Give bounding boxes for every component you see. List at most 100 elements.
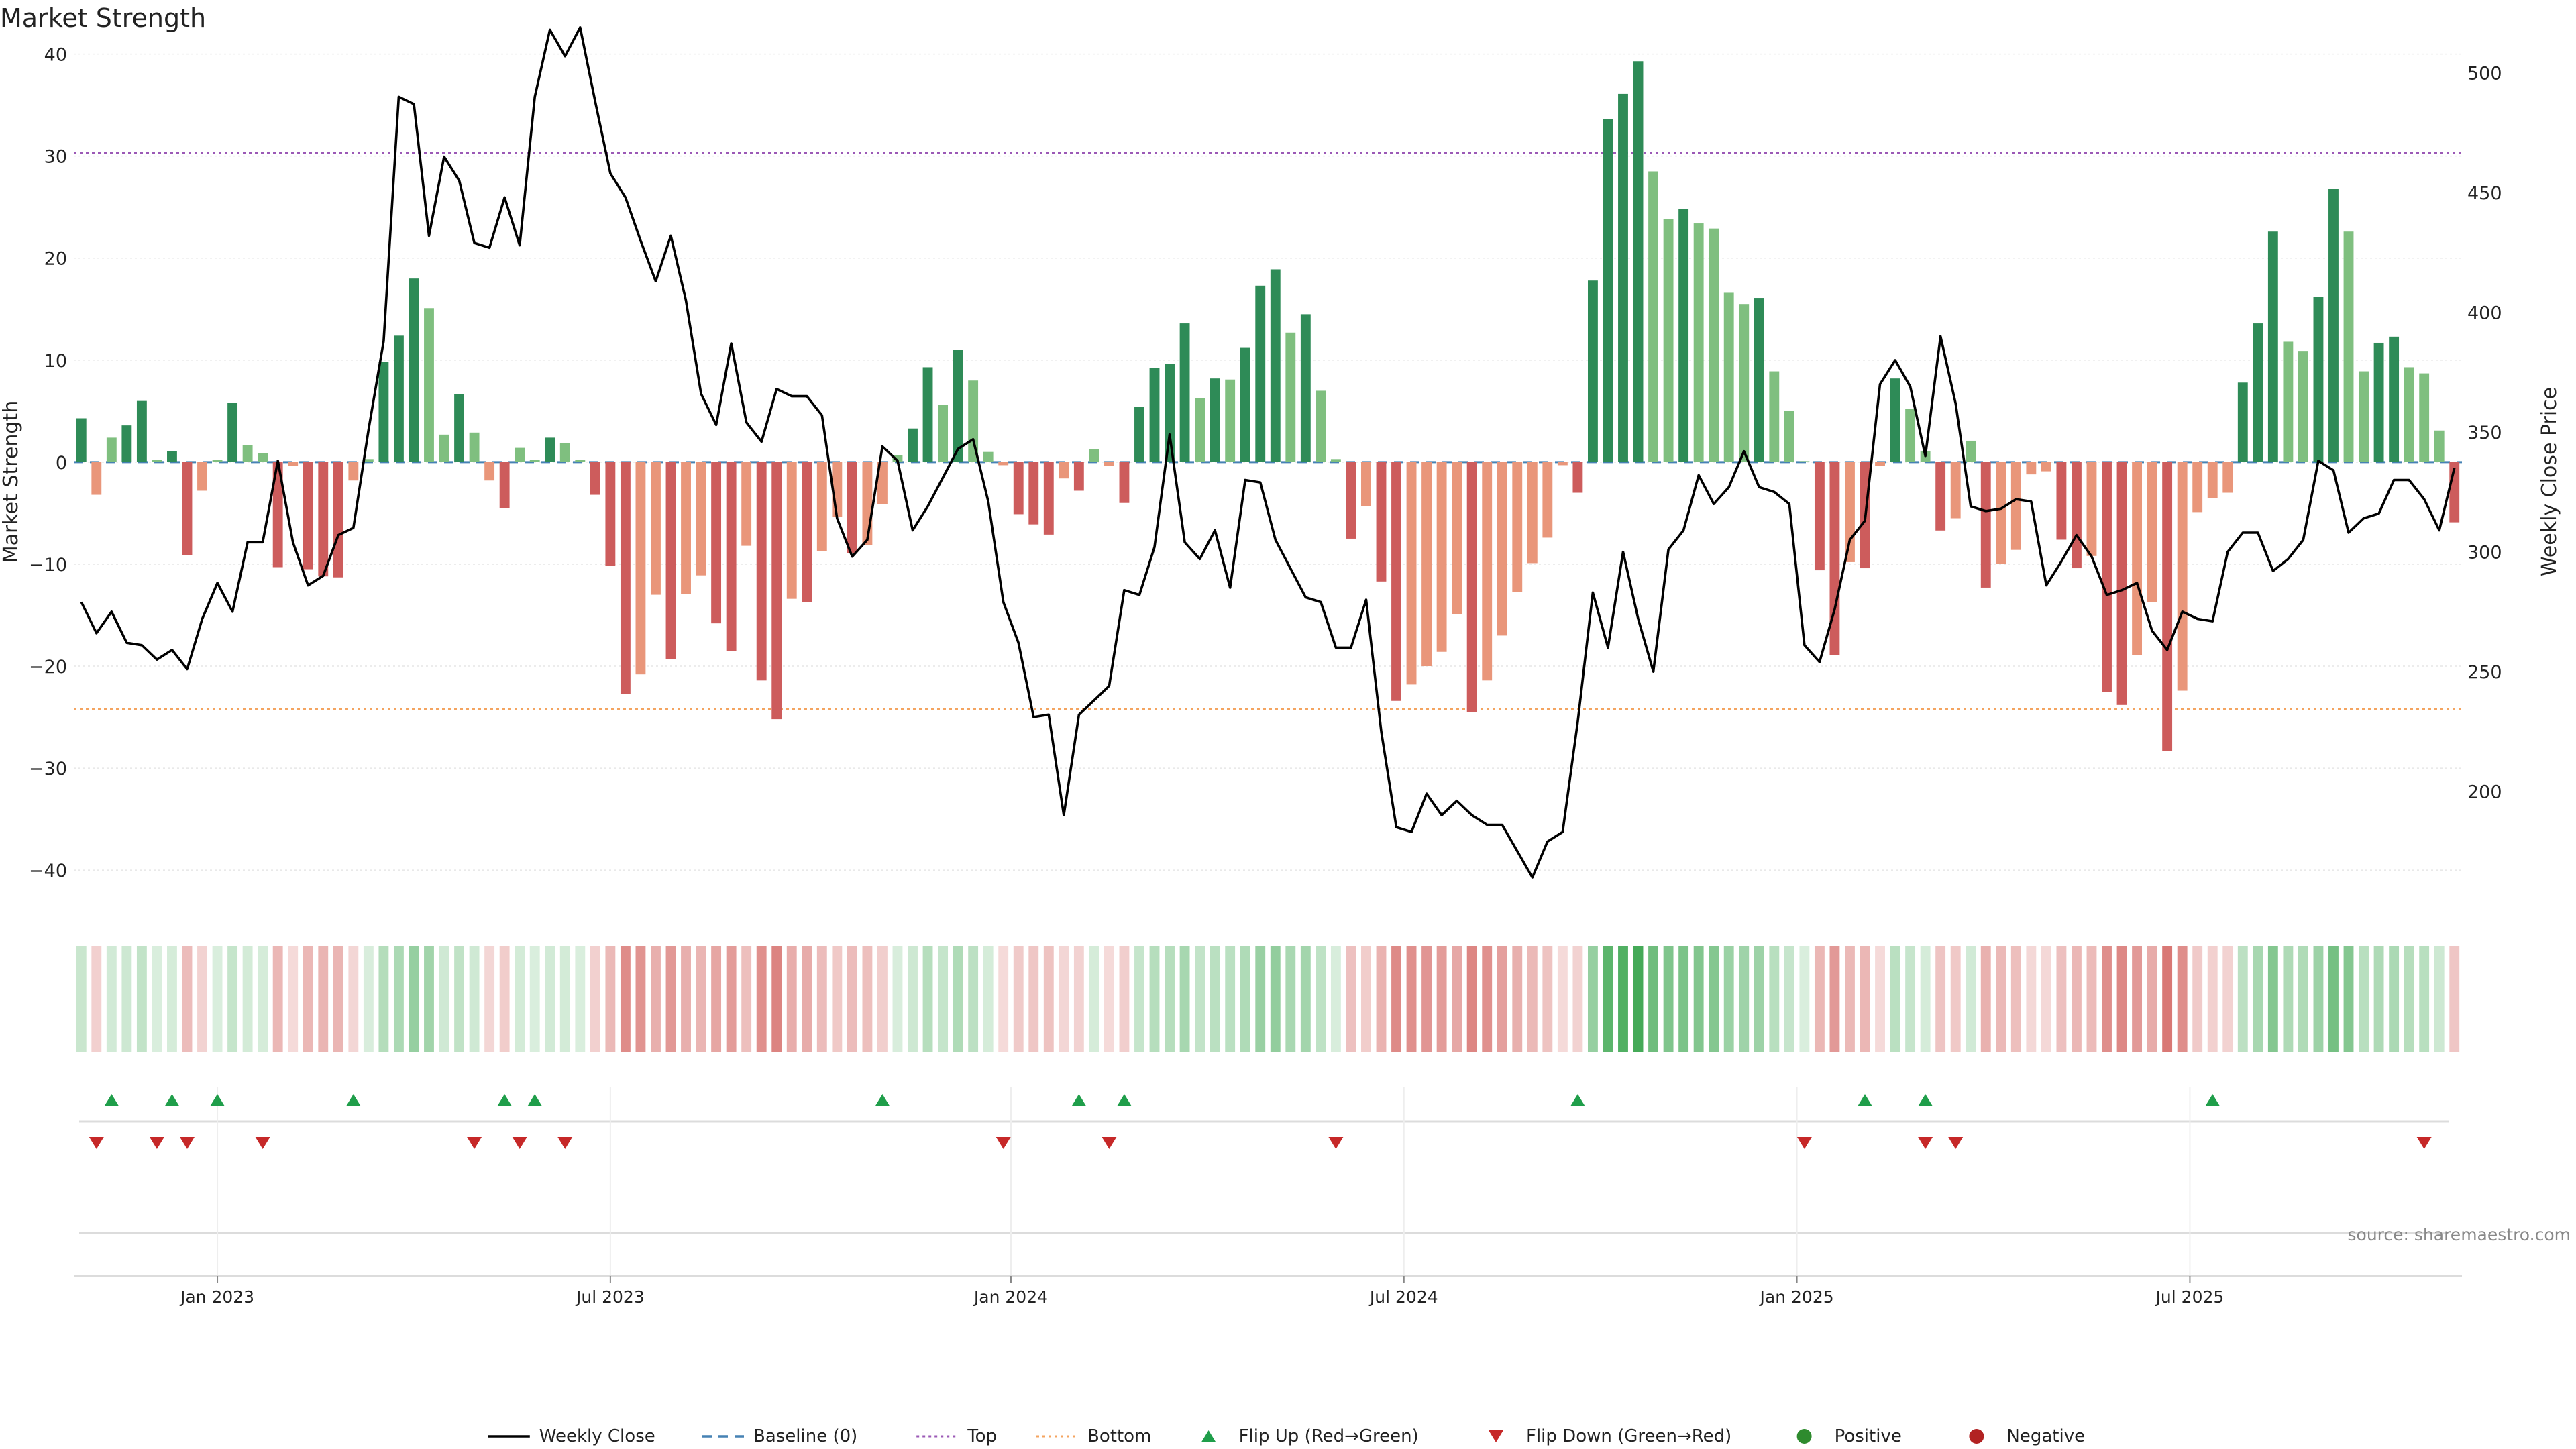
strength-bar <box>363 459 374 462</box>
flip-up-marker <box>1071 1094 1087 1106</box>
heat-cell <box>424 946 434 1052</box>
heat-cell <box>998 946 1009 1052</box>
strength-bar <box>1134 407 1144 462</box>
strength-bar <box>152 460 162 462</box>
heat-cell <box>968 946 979 1052</box>
y2-tick-label: 400 <box>2467 303 2502 324</box>
strength-bar <box>1754 298 1764 462</box>
heat-cell <box>2389 946 2400 1052</box>
strength-bar <box>1845 462 1855 562</box>
y-tick-label: −30 <box>29 759 67 780</box>
heat-cell <box>1920 946 1931 1052</box>
y-tick-label: 40 <box>44 45 67 66</box>
strength-bar <box>1089 449 1099 462</box>
heat-cell <box>2056 946 2067 1052</box>
legend-circle-icon <box>1969 1429 1984 1444</box>
heat-cell <box>696 946 706 1052</box>
heat-cell <box>1285 946 1296 1052</box>
heat-cell <box>892 946 903 1052</box>
chart-title: Market Strength <box>0 3 206 33</box>
strength-bar <box>2373 342 2384 462</box>
strength-bar <box>197 462 207 491</box>
heat-cell <box>2132 946 2143 1052</box>
heat-cell <box>1104 946 1114 1052</box>
y2-tick-label: 300 <box>2467 543 2502 564</box>
strength-bar <box>76 418 87 462</box>
heat-cell <box>258 946 268 1052</box>
strength-bar <box>2253 323 2263 462</box>
heat-cell <box>1754 946 1764 1052</box>
heat-cell <box>363 946 374 1052</box>
strength-bar <box>1436 462 1447 652</box>
strength-bar <box>2404 367 2414 462</box>
flip-down-marker <box>512 1137 527 1149</box>
x-tick-label: Jul 2024 <box>1368 1287 1438 1307</box>
flip-down-marker <box>557 1137 573 1149</box>
legend-label: Baseline (0) <box>753 1426 857 1446</box>
heat-cell <box>1829 946 1840 1052</box>
flip-down-marker <box>467 1137 482 1149</box>
heat-cell <box>333 946 343 1052</box>
heat-cell <box>1693 946 1704 1052</box>
heat-cell <box>559 946 570 1052</box>
strength-bar <box>227 402 238 462</box>
flip-up-marker <box>497 1094 513 1106</box>
heat-cell <box>832 946 843 1052</box>
strength-bar <box>1179 323 1190 462</box>
flip-signal-panel <box>74 1087 2462 1277</box>
heat-cell <box>575 946 586 1052</box>
strength-bar <box>1104 462 1114 466</box>
strength-bar <box>515 447 525 462</box>
strength-bar <box>1723 292 1734 462</box>
strength-bar <box>953 350 963 462</box>
strength-bar <box>1980 462 1991 588</box>
heat-cell <box>681 946 691 1052</box>
heat-cell <box>1618 946 1628 1052</box>
strength-bar <box>1678 209 1689 462</box>
strength-bar <box>1648 171 1658 462</box>
heat-cell <box>2449 946 2460 1052</box>
heat-cell <box>1225 946 1236 1052</box>
strength-bars <box>76 61 2460 751</box>
strength-bar <box>2298 351 2308 462</box>
strength-bar <box>529 460 540 462</box>
y-tick-label: −10 <box>29 555 67 576</box>
heat-cell <box>2298 946 2308 1052</box>
strength-bar <box>1270 269 1281 462</box>
heat-cell <box>393 946 404 1052</box>
strength-bar <box>1119 462 1130 503</box>
heat-cell <box>1814 946 1825 1052</box>
flip-up-marker <box>1858 1094 1872 1106</box>
strength-bar <box>1572 462 1583 493</box>
heat-cell <box>409 946 419 1052</box>
strength-bar <box>665 462 676 659</box>
heat-cell <box>1165 946 1175 1052</box>
strength-bar <box>1542 462 1553 538</box>
heat-cell <box>1709 946 1719 1052</box>
heat-cell <box>1316 946 1326 1052</box>
legend-label: Bottom <box>1087 1426 1151 1446</box>
strength-bar <box>333 462 343 578</box>
heat-cell <box>1966 946 1976 1052</box>
strength-bar <box>545 437 555 462</box>
legend-circle-icon <box>1796 1429 1812 1444</box>
strength-bar <box>983 451 994 462</box>
heat-cell <box>1330 946 1341 1052</box>
y2-tick-label: 250 <box>2467 662 2502 683</box>
heat-cell <box>1648 946 1658 1052</box>
heat-cell <box>847 946 857 1052</box>
strength-bar <box>1829 462 1840 655</box>
strength-bar <box>1346 462 1356 539</box>
heat-cell <box>1723 946 1734 1052</box>
strength-bar <box>1950 462 1961 519</box>
heat-cell <box>1482 946 1493 1052</box>
strength-bar <box>499 462 510 508</box>
heat-cell <box>2222 946 2233 1052</box>
heat-cell <box>1784 946 1794 1052</box>
heat-cell <box>545 946 555 1052</box>
heat-cell <box>1210 946 1220 1052</box>
strength-bar <box>1013 462 1024 515</box>
flip-down-marker <box>2416 1137 2432 1149</box>
strength-bar <box>1905 409 1916 462</box>
